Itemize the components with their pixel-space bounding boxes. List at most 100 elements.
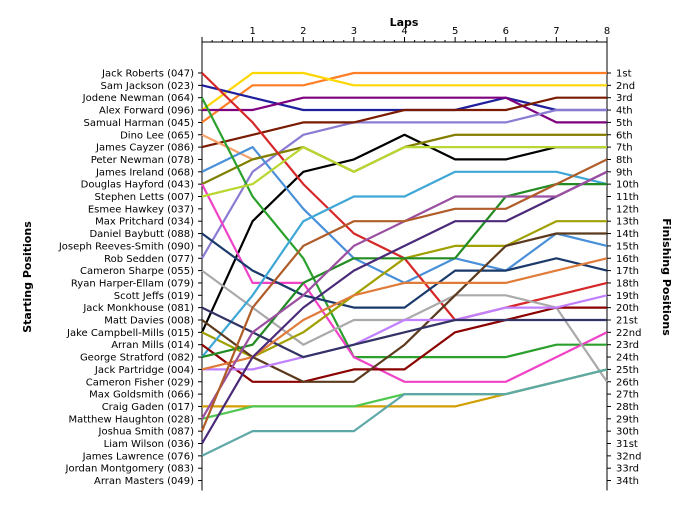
finish-position-label: 1st [616, 69, 632, 80]
driver-position-line [202, 368, 608, 408]
driver-position-line [201, 146, 607, 198]
finish-position-label: 18th [616, 278, 639, 289]
driver-start-label: Alex Forward (096) [99, 106, 194, 117]
y-axis-label-right: Finishing Positions [660, 218, 673, 336]
lap-tick-label: 8 [604, 26, 610, 37]
finish-position-label: 15th [616, 241, 639, 252]
driver-position-line [201, 146, 608, 284]
driver-start-label: Jake Campbell-Mills (015) [66, 328, 194, 339]
driver-position-line [201, 71, 607, 124]
driver-start-label: George Stratford (082) [80, 353, 194, 364]
finish-position-label: 29th [616, 414, 639, 425]
finish-position-label: 16th [616, 254, 639, 265]
driver-position-line [201, 183, 607, 359]
finish-position-label: 19th [616, 291, 639, 302]
driver-start-label: Jack Partridge (004) [94, 365, 194, 376]
axes [198, 37, 611, 491]
driver-start-label: Joseph Reeves-Smith (090) [58, 241, 194, 252]
driver-start-label: Arran Mills (014) [111, 340, 194, 351]
finish-position-label: 30th [616, 427, 639, 438]
finish-position-label: 26th [616, 377, 639, 388]
driver-start-label: Samual Harman (045) [84, 118, 195, 129]
driver-position-line [201, 232, 608, 309]
lap-tick-label: 5 [452, 26, 458, 37]
driver-position-line [200, 158, 608, 432]
finish-position-label: 10th [616, 180, 639, 191]
y-axis-label-left: Starting Positions [21, 221, 34, 333]
finish-position-label: 28th [616, 402, 639, 413]
driver-start-label: Matt Davies (008) [104, 316, 194, 327]
lap-tick-label: 1 [249, 26, 255, 37]
driver-start-label: Jordan Montgomery (083) [65, 464, 195, 475]
driver-start-label: Craig Gaden (017) [102, 402, 194, 413]
finish-position-label: 12th [616, 204, 639, 215]
driver-position-line [202, 294, 608, 371]
driver-position-line [201, 368, 608, 457]
driver-start-label: Jodene Newman (064) [82, 93, 194, 104]
driver-start-label: Liam Wilson (036) [104, 439, 194, 450]
driver-position-line [201, 96, 607, 149]
driver-start-label: Sam Jackson (023) [101, 81, 195, 92]
driver-start-label: Cameron Sharpe (055) [80, 266, 194, 277]
finish-position-label: 23rd [616, 340, 639, 351]
driver-start-label: Max Goldsmith (066) [89, 390, 194, 401]
finish-position-label: 13th [616, 217, 639, 228]
driver-position-line [201, 170, 608, 358]
finish-position-label: 33rd [616, 464, 639, 475]
driver-position-line [201, 183, 608, 383]
finish-position-label: 8th [616, 155, 633, 166]
driver-start-label: James Ireland (068) [95, 167, 194, 178]
finish-position-label: 34th [616, 476, 639, 487]
driver-start-label: James Cayzer (086) [95, 143, 194, 154]
lap-tick-label: 7 [553, 26, 559, 37]
finish-position-label: 17th [616, 266, 639, 277]
driver-start-label: Daniel Baybutt (088) [89, 229, 194, 240]
finish-position-label: 11th [616, 192, 639, 203]
driver-position-line [201, 71, 607, 111]
finish-position-label: 9th [616, 167, 633, 178]
finish-position-label: 24th [616, 353, 639, 364]
driver-position-line [201, 306, 607, 383]
driver-start-label: Rob Sedden (077) [104, 254, 194, 265]
finish-position-label: 3rd [616, 93, 633, 104]
finish-position-label: 20th [616, 303, 639, 314]
driver-start-label: Scott Jeffs (019) [114, 291, 194, 302]
driver-start-label: Arran Masters (049) [94, 476, 194, 487]
driver-start-label: James Lawrence (076) [82, 451, 194, 462]
driver-start-label: Max Pritchard (034) [95, 217, 194, 228]
driver-start-label: Stephen Letts (007) [95, 192, 195, 203]
finish-position-label: 27th [616, 390, 639, 401]
starting-labels: Jack Roberts (047)Sam Jackson (023)Joden… [58, 69, 194, 488]
finish-position-label: 22nd [616, 328, 641, 339]
driver-start-label: Douglas Hayford (043) [81, 180, 194, 191]
lap-tick-label: 3 [351, 26, 357, 37]
driver-start-label: Ryan Harper-Ellam (079) [71, 278, 194, 289]
finish-position-label: 7th [616, 143, 633, 154]
series-lines [200, 71, 608, 457]
finish-position-label: 14th [616, 229, 639, 240]
driver-position-line [200, 133, 607, 333]
lap-tick-label: 6 [503, 26, 509, 37]
driver-start-label: Cameron Fisher (029) [86, 377, 194, 388]
lap-tick-labels: 1 2 3 4 5 6 7 8 [249, 26, 610, 37]
driver-position-line [201, 133, 607, 173]
driver-position-line [201, 257, 608, 371]
finish-position-label: 25th [616, 365, 639, 376]
driver-start-label: Dino Lee (065) [120, 130, 194, 141]
finish-position-label: 31st [616, 439, 638, 450]
chart-title: Laps [390, 16, 419, 29]
driver-start-label: Esmee Hawkey (037) [88, 204, 194, 215]
lap-tick-label: 2 [300, 26, 306, 37]
finish-position-label: 21st [616, 316, 638, 327]
finish-position-label: 6th [616, 130, 633, 141]
finish-position-label: 4th [616, 106, 633, 117]
driver-position-line [201, 97, 607, 359]
driver-start-label: Peter Newman (078) [91, 155, 194, 166]
driver-position-line [201, 170, 608, 445]
driver-start-label: Matthew Haughton (028) [68, 414, 194, 425]
finish-position-label: 32nd [616, 451, 641, 462]
finish-position-label: 5th [616, 118, 633, 129]
finish-position-label: 2nd [616, 81, 635, 92]
